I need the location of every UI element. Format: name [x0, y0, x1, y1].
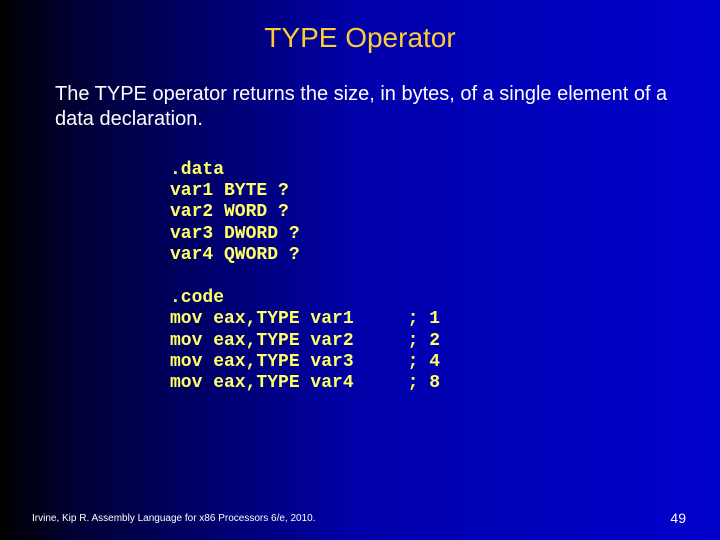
slide-body-text: The TYPE operator returns the size, in b…	[0, 54, 720, 132]
slide-title: TYPE Operator	[0, 0, 720, 54]
page-number: 49	[670, 510, 686, 526]
code-section: .code mov eax,TYPE var1 ; 1 mov eax,TYPE…	[0, 266, 720, 394]
data-section: .data var1 BYTE ? var2 WORD ? var3 DWORD…	[0, 132, 720, 266]
footer-citation: Irvine, Kip R. Assembly Language for x86…	[32, 513, 316, 524]
